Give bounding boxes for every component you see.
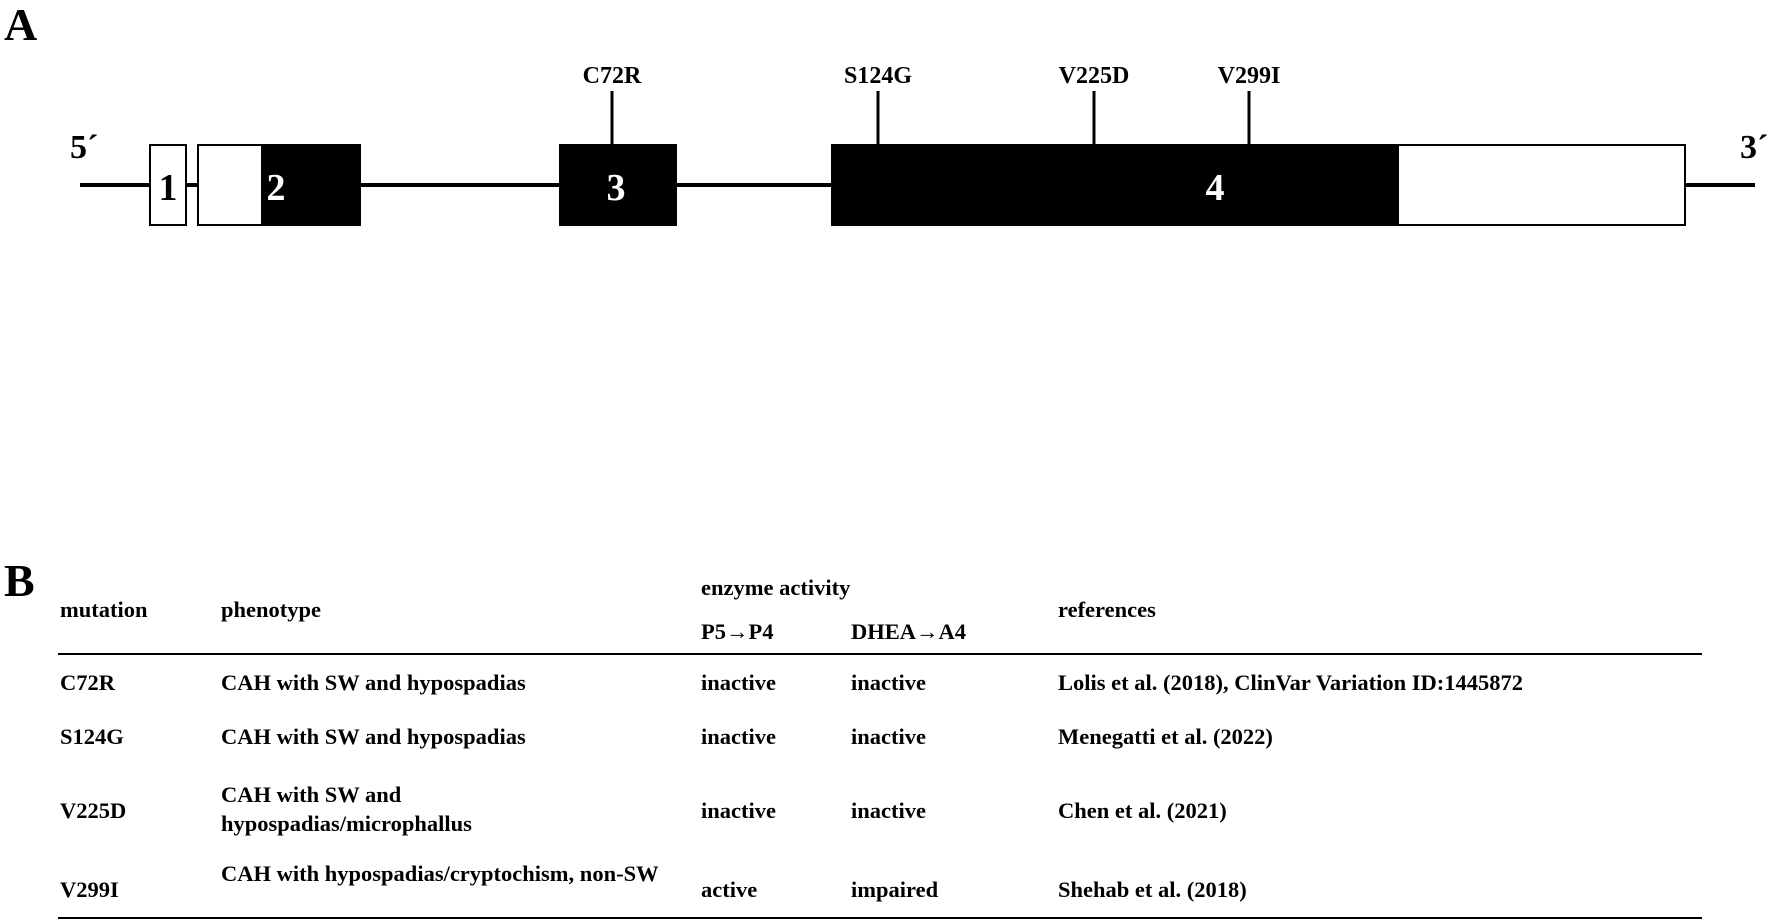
bottom-rule [58, 917, 1702, 919]
exon-3-label: 3 [607, 167, 626, 209]
header-references: references [1058, 597, 1156, 622]
table-row-3-dhea-a4: inactive [851, 798, 926, 823]
gene-structure-diagram: 5´ 3´ 1 2 3 4 C72R S124G V225D V299I [70, 63, 1768, 226]
table-row-2-references: Menegatti et al. (2022) [1058, 724, 1273, 749]
exon-2-utr [197, 144, 263, 226]
exon-1-utr [149, 144, 187, 226]
table-row-1-references: Lolis et al. (2018), ClinVar Variation I… [1058, 670, 1524, 695]
mutation-label-c72r: C72R [583, 63, 642, 89]
table-row-4-dhea-a4: impaired [851, 877, 939, 902]
three-prime-label: 3´ [1740, 129, 1768, 166]
exon-4-utr [1397, 144, 1686, 226]
table-row-1-dhea-a4: inactive [851, 670, 926, 695]
panel-label-a: A [4, 0, 38, 50]
mutation-label-s124g: S124G [844, 63, 912, 89]
table-row-3-phenotype: CAH with SW and hypospadias/microphallus [221, 782, 472, 837]
header-rule [58, 653, 1702, 655]
header-dhea-a4: DHEA→A4 [851, 619, 967, 644]
table-row-1-phenotype: CAH with SW and hypospadias [221, 670, 526, 695]
exon-1-label: 1 [159, 167, 178, 209]
table-row-2-mutation: S124G [60, 724, 124, 749]
table-row-2-p5-p4: inactive [701, 724, 776, 749]
table-row-3-mutation: V225D [60, 798, 127, 823]
table-row-1-p5-p4: inactive [701, 670, 776, 695]
mutation-label-v225d: V225D [1059, 63, 1130, 89]
exon-2-label: 2 [267, 167, 286, 209]
table-row-4-phenotype: CAH with hypospadias/cryptochism, non-SW [221, 861, 659, 886]
table-row-4-references: Shehab et al. (2018) [1058, 877, 1247, 902]
table-row-2-dhea-a4: inactive [851, 724, 926, 749]
mutation-label-v299i: V299I [1218, 63, 1281, 89]
exon-4-label: 4 [1206, 167, 1225, 209]
exon-3-coding [559, 144, 677, 226]
table-row-3-p5-p4: inactive [701, 798, 776, 823]
exon-2-coding [261, 144, 361, 226]
header-mutation: mutation [60, 597, 148, 622]
table-row-3-references: Chen et al. (2021) [1058, 798, 1227, 823]
exon-4-coding [831, 144, 1399, 226]
table-row-4-p5-p4: active [701, 877, 758, 902]
header-enzyme-activity: enzyme activity [701, 575, 851, 600]
table-row-1-mutation: C72R [60, 670, 115, 695]
header-phenotype: phenotype [221, 597, 322, 622]
panel-label-b: B [4, 555, 35, 606]
table-row-2-phenotype: CAH with SW and hypospadias [221, 724, 526, 749]
five-prime-label: 5´ [70, 129, 98, 166]
header-p5-p4: P5→P4 [701, 619, 774, 644]
table-row-4-mutation: V299I [60, 877, 119, 902]
